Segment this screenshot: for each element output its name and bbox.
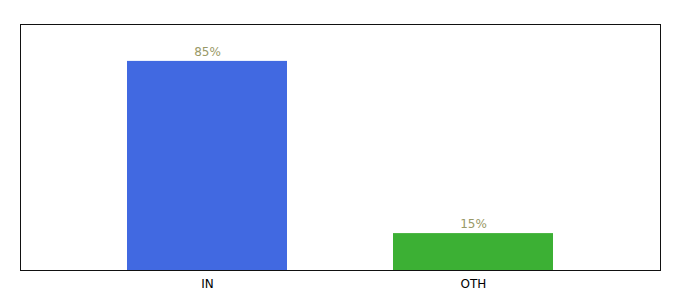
svg-text:OTH: OTH	[461, 277, 487, 291]
svg-text:15%: 15%	[460, 217, 487, 231]
svg-text:IN: IN	[201, 277, 214, 291]
svg-text:85%: 85%	[194, 45, 221, 59]
